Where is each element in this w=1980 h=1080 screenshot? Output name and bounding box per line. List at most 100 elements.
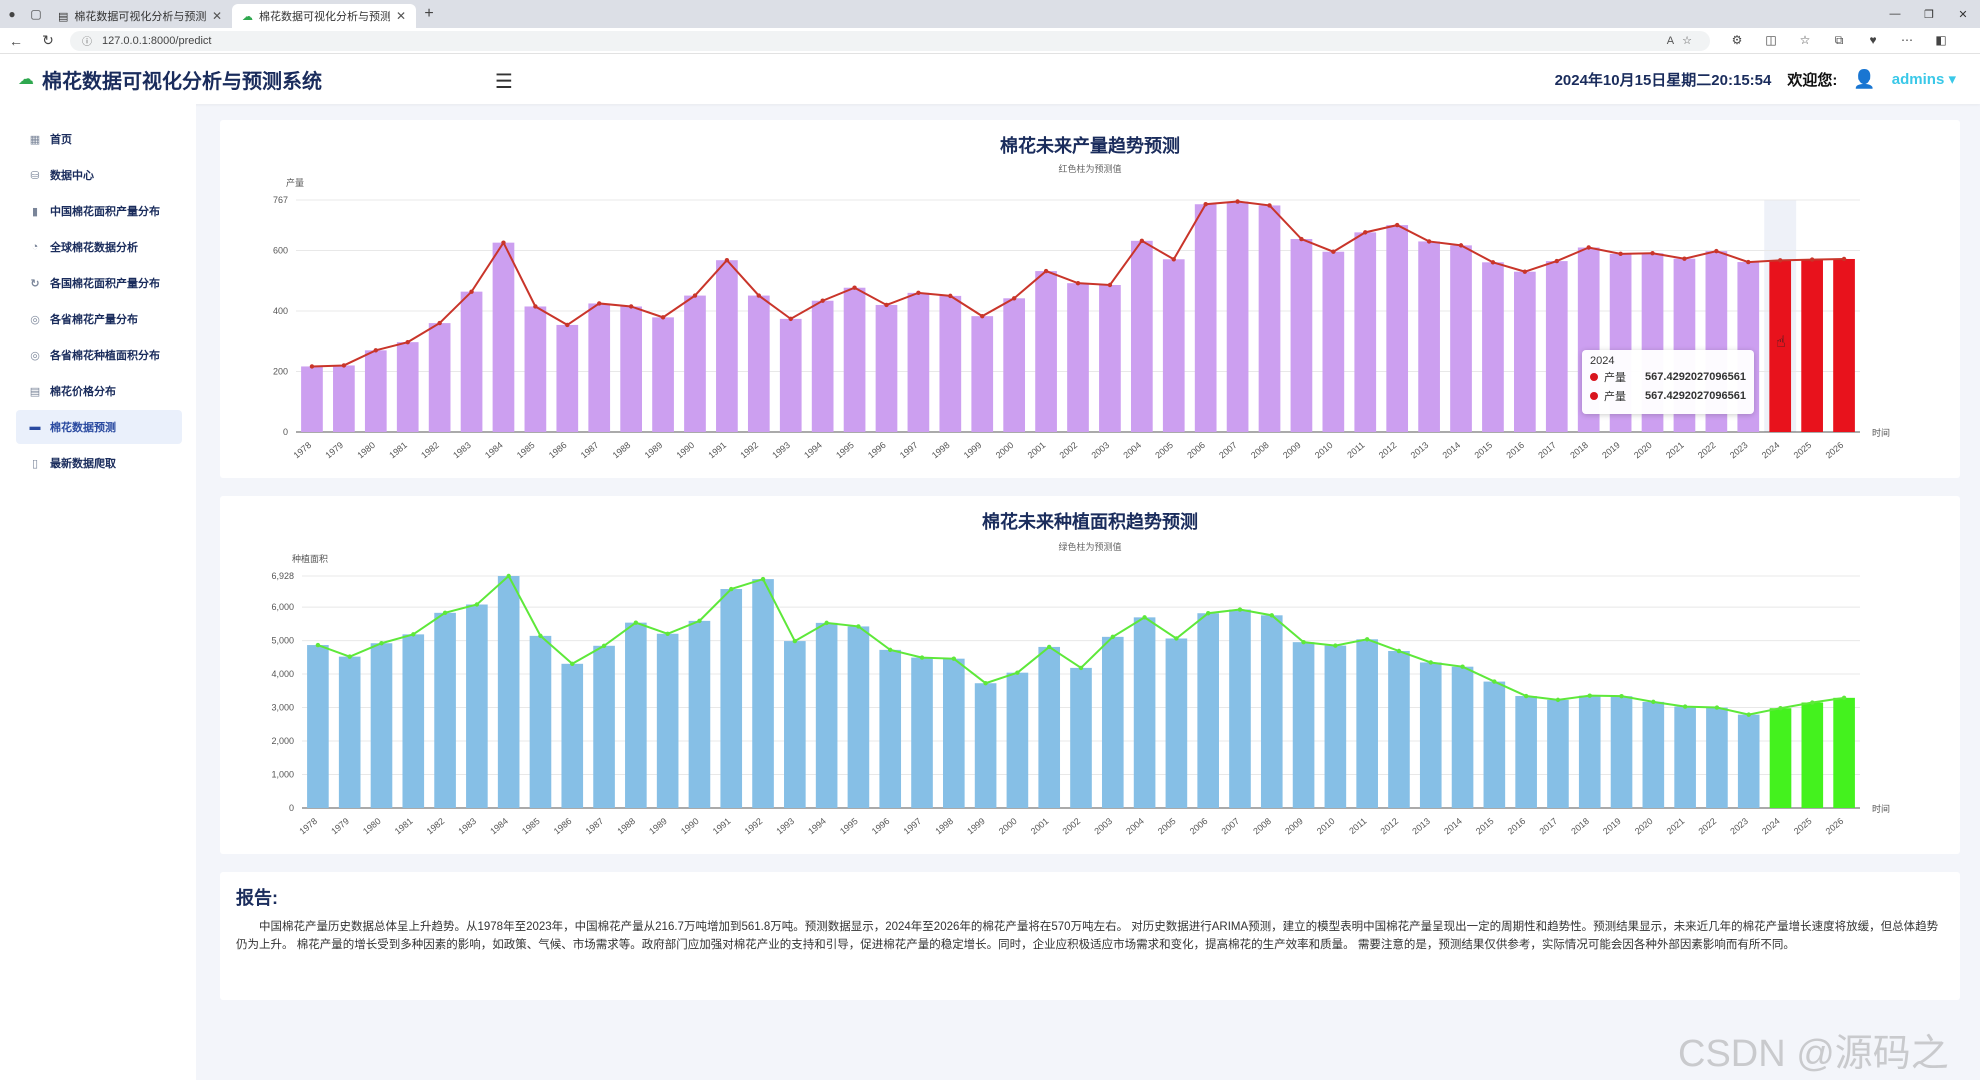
sidebar-item-global-analysis[interactable]: ◔ 全球棉花数据分析 (16, 230, 182, 264)
x-tick-label: 1995 (838, 816, 860, 837)
bar (1130, 240, 1153, 432)
x-tick-label: 1993 (770, 440, 792, 461)
tab-actions-icon[interactable]: ▢ (30, 7, 42, 21)
browser-tab-bar: ● ▢ ▤ 棉花数据可视化分析与预测系统 ✕ ☁ 棉花数据可视化分析与预测系统 … (0, 0, 1980, 28)
profile-icon[interactable]: ● (8, 7, 16, 21)
tooltip-row: 产量 567.4292027096561 (1590, 367, 1746, 386)
bar (1070, 667, 1092, 808)
x-axis-label: 时间 (1872, 803, 1890, 814)
y-tick-label: 0 (289, 803, 294, 813)
x-tick-label: 1978 (291, 440, 313, 461)
y-tick-label: 3,000 (271, 703, 294, 713)
tooltip-series: 产量 (1604, 390, 1626, 403)
series-point (1333, 643, 1338, 648)
series-point (824, 620, 829, 626)
sidebar-item-crawl[interactable]: ▯ 最新数据爬取 (16, 446, 182, 480)
y-tick-label: 0 (283, 427, 288, 437)
sidebar-item-china-area-output[interactable]: ▮ 中国棉花面积产量分布 (16, 194, 182, 228)
x-tick-label: 2009 (1281, 440, 1303, 461)
x-tick-label: 1980 (361, 816, 383, 837)
bar (1706, 707, 1728, 808)
address-bar: ← ↻ ⓘ 127.0.0.1:8000/predict A☆ ⚙ ◫ ☆ ⧉ … (0, 28, 1980, 54)
extensions-icon[interactable]: ⚙ (1731, 33, 1743, 47)
sidebar-toggle-icon[interactable]: ◧ (1935, 33, 1947, 47)
bar (1006, 672, 1029, 808)
bar (1354, 232, 1377, 432)
app-header: ☁ 棉花数据可视化分析与预测系统 ☰ 2024年10月15日星期二20:15:5… (0, 54, 1980, 104)
more-icon[interactable]: ⋯ (1901, 33, 1913, 47)
sidebar-item-label: 首页 (50, 134, 72, 146)
sidebar-item-prediction[interactable]: ▬ 棉花数据预测 (16, 410, 182, 444)
bar (1197, 613, 1219, 808)
x-tick-label: 2007 (1219, 816, 1241, 837)
x-tick-label: 2020 (1632, 440, 1654, 461)
series-point (948, 293, 953, 299)
sidebar-item-price[interactable]: ▤ 棉花价格分布 (16, 374, 182, 408)
tooltip-series: 产量 (1604, 371, 1626, 384)
new-tab-button[interactable]: + (424, 5, 434, 22)
read-aloud-icon[interactable]: A☆ (1666, 35, 1700, 47)
bar (1162, 259, 1185, 432)
file-icon: ▯ (31, 457, 39, 470)
x-tick-label: 2010 (1313, 440, 1335, 461)
sidebar-item-province-area[interactable]: ◎ 各省棉花种植面积分布 (16, 338, 182, 372)
x-tick-label: 1983 (451, 440, 473, 461)
sidebar-item-province-output[interactable]: ◎ 各省棉花产量分布 (16, 302, 182, 336)
x-tick-label: 1979 (329, 816, 351, 837)
bar (1451, 666, 1474, 808)
sidebar-item-label: 中国棉花面积产量分布 (50, 206, 160, 218)
series-point (1174, 636, 1179, 641)
y-tick-label: 767 (273, 195, 288, 205)
bar (971, 316, 994, 432)
x-tick-label: 2024 (1760, 816, 1782, 837)
series-point (1618, 251, 1623, 257)
x-tick-label: 2000 (997, 816, 1019, 837)
x-tick-label: 1992 (743, 816, 765, 837)
output-forecast-panel: 棉花未来产量趋势预测 红色柱为预测值 0 200 400 600 767 产量 时间 1978… (220, 120, 1960, 478)
collections-icon[interactable]: ⧉ (1834, 33, 1844, 47)
favorites-icon[interactable]: ☆ (1799, 33, 1811, 47)
x-tick-label: 1983 (456, 816, 478, 837)
sidebar-item-countries[interactable]: ↻ 各国棉花面积产量分布 (16, 266, 182, 300)
sidebar-item-home[interactable]: ▦ 首页 (16, 122, 182, 156)
series-point (888, 647, 893, 653)
globe-icon: ◔ (31, 241, 39, 253)
area-forecast-chart[interactable]: 0 1,000 2,000 3,000 4,000 5,000 6,000 6,928 种植面积… (220, 496, 1960, 854)
close-icon[interactable]: ✕ (395, 9, 406, 23)
bar (1038, 646, 1061, 808)
url-field[interactable]: ⓘ 127.0.0.1:8000/predict A☆ (70, 30, 1710, 51)
close-window-button[interactable]: ✕ (1958, 8, 1968, 21)
maximize-button[interactable]: ❐ (1924, 8, 1934, 21)
x-tick-label: 2001 (1026, 440, 1048, 461)
browser-essentials-icon[interactable]: ♥ (1869, 33, 1877, 47)
minimize-button[interactable]: — (1889, 7, 1901, 20)
x-tick-label: 1984 (488, 816, 510, 837)
info-icon[interactable]: ⓘ (82, 37, 92, 48)
bar (1578, 695, 1601, 808)
x-tick-label: 2016 (1506, 816, 1528, 837)
sidebar-item-data-center[interactable]: ⛁ 数据中心 (16, 158, 182, 192)
series-point (1047, 644, 1052, 650)
back-button[interactable]: ← (9, 32, 23, 49)
series-point (1139, 238, 1145, 244)
close-icon[interactable]: ✕ (211, 9, 222, 23)
series-point (565, 322, 570, 328)
browser-tab[interactable]: ▤ 棉花数据可视化分析与预测系统 ✕ (48, 4, 232, 28)
reload-button[interactable]: ↻ (42, 32, 54, 48)
bar (911, 657, 933, 808)
browser-tab-active[interactable]: ☁ 棉花数据可视化分析与预测系统 ✕ (232, 4, 416, 28)
y-tick-label: 400 (273, 306, 288, 316)
series-point (884, 302, 889, 308)
bar (434, 612, 456, 808)
chart-tooltip: 2024 产量 567.4292027096561 产量 567.429202709… (1582, 350, 1754, 414)
bar (466, 604, 488, 808)
user-menu[interactable]: admins ▾ (1891, 71, 1956, 88)
menu-toggle-icon[interactable]: ☰ (495, 71, 513, 93)
split-screen-icon[interactable]: ◫ (1765, 33, 1777, 47)
bar (1483, 681, 1506, 808)
bar (307, 645, 329, 808)
series-point (1682, 704, 1688, 709)
bar (1258, 205, 1281, 432)
bar (847, 626, 870, 808)
